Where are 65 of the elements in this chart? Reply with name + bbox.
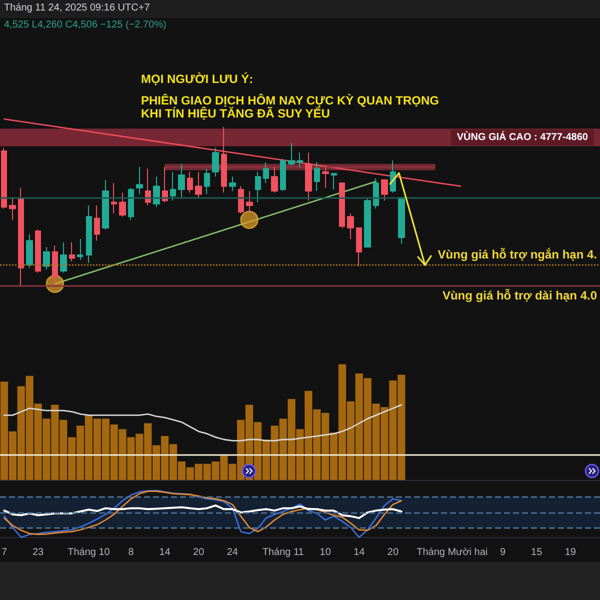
candlestick [77,238,83,260]
x-tick-label: 8 [128,546,134,558]
candlestick [1,147,7,210]
candlestick [60,242,67,274]
x-tick-label: 15 [531,546,543,558]
x-tick-label: 20 [193,546,205,558]
x-tick-label: 10 [320,546,332,558]
candlestick [119,192,126,218]
candlestick [364,196,371,248]
candlestick [187,171,193,194]
ref-line-label: Vùng giá hỗ trợ ngắn hạn 4. [438,248,597,262]
candlestick [398,196,405,244]
candlestick [204,168,210,195]
ref-line-label: Vùng giá hỗ trợ dài hạn 4.0 [442,288,598,302]
candlestick [178,163,185,198]
x-tick-label: 19 [564,546,576,558]
candlestick [263,162,269,184]
candlestick [9,196,16,220]
x-tick-label: 23 [32,546,44,558]
candlestick [18,187,24,288]
candlestick [111,182,117,214]
candlestick [339,182,345,228]
candlestick [212,147,219,178]
x-tick-label: 14 [354,546,366,558]
candlestick [381,179,388,202]
candlestick [35,228,41,274]
candlestick [43,246,50,270]
band-label: VÙNG GIÁ CAO : 4777-4860 [456,130,588,143]
candlestick [52,244,58,284]
x-tick-label: Tháng Mười hai [416,546,488,558]
candlestick [145,168,151,206]
candlestick [26,234,33,268]
candlestick [195,171,202,198]
x-tick-label: 9 [500,546,506,558]
candlestick [356,227,362,267]
text: 4,525 L4,260 C4,506 −125 (−2.70%) [4,20,166,30]
candlestick [331,172,337,190]
candlestick [255,171,261,203]
candlestick [314,162,320,192]
candlestick [128,187,134,220]
candlestick [297,152,303,168]
candlestick [229,176,236,192]
candlestick [280,158,286,192]
candlestick [347,212,354,240]
candlestick [86,204,92,264]
x-tick-label: 24 [226,546,238,558]
x-tick-label: 14 [159,546,171,558]
candlestick [170,171,176,202]
candlestick [136,166,143,195]
candlestick [69,242,75,262]
candlestick [271,166,278,194]
x-tick-label: Tháng 11 [262,546,304,558]
chart-subtitle: PHIÊN GIAO DỊCH HÔM NAY CỰC KỲ QUAN TRỌNG KHI TÍN HIỆU TĂNG ĐÃ SUY YẾU [141,94,439,120]
candlestick [288,142,295,166]
x-tick-label: Tháng 10 [68,546,110,558]
candlestick [94,204,100,242]
candlestick [102,179,109,230]
candlestick [238,186,244,214]
x-tick-label: 7 [1,546,8,558]
x-tick-label: 20 [387,546,399,558]
text: Tháng 11 24, 2025 09:16 UTC+7 [4,2,150,14]
candlestick [246,190,253,214]
candlestick [153,176,160,208]
chart-title: MỌI NGƯỜI LƯU Ý: [141,72,254,86]
candlestick [373,178,379,210]
